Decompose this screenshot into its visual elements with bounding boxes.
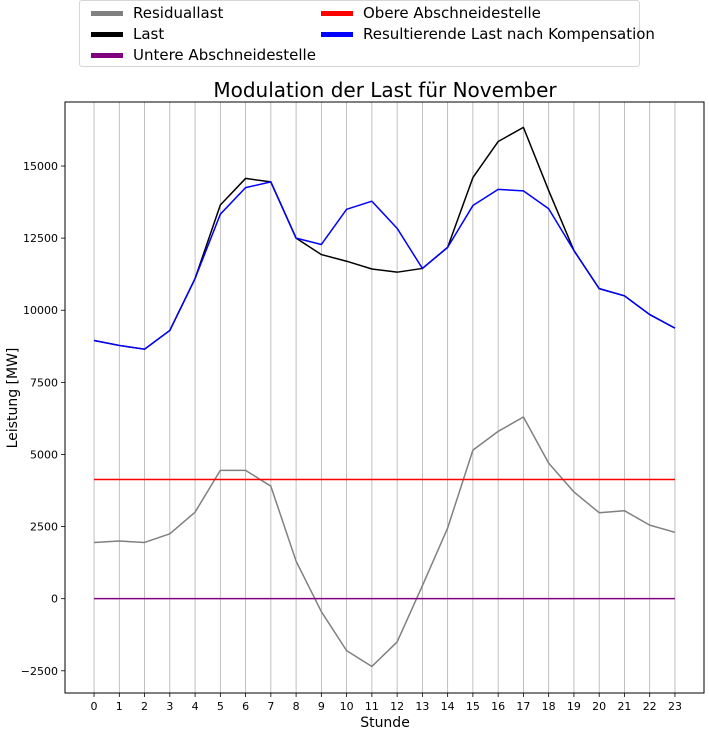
x-tick-label: 9	[318, 700, 325, 713]
series-line-resultierende-last-nach-kompensation	[93, 181, 676, 350]
legend-item-last: Last	[91, 24, 164, 44]
x-axis-label: Stunde	[360, 715, 410, 731]
grid-layer	[93, 102, 676, 693]
x-tick-label: 19	[567, 700, 581, 713]
legend-item-untere: Untere Abschneidestelle	[91, 45, 316, 65]
x-tick-label: 5	[217, 700, 224, 713]
x-tick-label: 17	[516, 700, 530, 713]
y-tick-label: 2500	[30, 521, 58, 534]
x-tick-label: 21	[617, 700, 631, 713]
legend: Residuallast Last Untere Abschneidestell…	[79, 0, 655, 67]
x-tick-label: 6	[242, 700, 249, 713]
x-tick-label: 1	[116, 700, 123, 713]
legend-swatch-residuallast	[91, 10, 123, 16]
y-axis-ticks: −2500 0 2500 5000 7500 10000 12500 15000	[21, 160, 65, 678]
y-tick-label: 0	[51, 593, 58, 606]
plot-frame	[64, 101, 705, 694]
chart-title: Modulation der Last für November	[213, 78, 557, 102]
y-tick-label: 5000	[30, 448, 58, 461]
legend-label-resultierende: Resultierende Last nach Kompensation	[363, 25, 655, 43]
x-tick-label: 15	[466, 700, 480, 713]
x-tick-label: 12	[390, 700, 404, 713]
legend-swatch-untere	[91, 52, 123, 58]
y-tick-label: 10000	[23, 304, 58, 317]
y-axis-label: Leistung [MW]	[5, 348, 21, 449]
x-tick-label: 3	[166, 700, 173, 713]
legend-item-resultierende: Resultierende Last nach Kompensation	[321, 24, 655, 44]
legend-label-last: Last	[133, 25, 165, 43]
y-tick-label: 7500	[30, 376, 58, 389]
x-tick-label: 10	[340, 700, 354, 713]
legend-item-obere: Obere Abschneidestelle	[321, 3, 541, 23]
x-tick-label: 23	[668, 700, 682, 713]
legend-swatch-resultierende	[321, 31, 353, 37]
x-tick-label: 18	[542, 700, 556, 713]
series-layer	[93, 126, 676, 668]
series-line-residuallast	[94, 416, 676, 668]
x-tick-label: 20	[592, 700, 606, 713]
y-tick-label: 12500	[23, 232, 58, 245]
x-tick-label: 4	[192, 700, 199, 713]
x-axis-ticks: 0 1 2 3 4 5 6 7 8 9 10 11 12 13 14 15 16 17 18 19 20 21 22 23	[91, 693, 682, 713]
series-line-last	[93, 126, 676, 350]
legend-label-untere: Untere Abschneidestelle	[133, 46, 316, 64]
x-tick-label: 16	[491, 700, 505, 713]
legend-label-residuallast: Residuallast	[133, 4, 224, 22]
y-tick-label: 15000	[23, 160, 58, 173]
x-tick-label: 11	[365, 700, 379, 713]
x-tick-label: 2	[141, 700, 148, 713]
x-tick-label: 22	[643, 700, 657, 713]
legend-swatch-last	[91, 31, 123, 37]
legend-label-obere: Obere Abschneidestelle	[363, 4, 541, 22]
x-tick-label: 13	[415, 700, 429, 713]
x-tick-label: 8	[293, 700, 300, 713]
x-tick-label: 0	[91, 700, 98, 713]
x-tick-label: 7	[267, 700, 274, 713]
legend-item-residuallast: Residuallast	[91, 3, 223, 23]
legend-swatch-obere	[321, 10, 353, 16]
x-tick-label: 14	[441, 700, 455, 713]
y-tick-label: −2500	[21, 665, 58, 678]
